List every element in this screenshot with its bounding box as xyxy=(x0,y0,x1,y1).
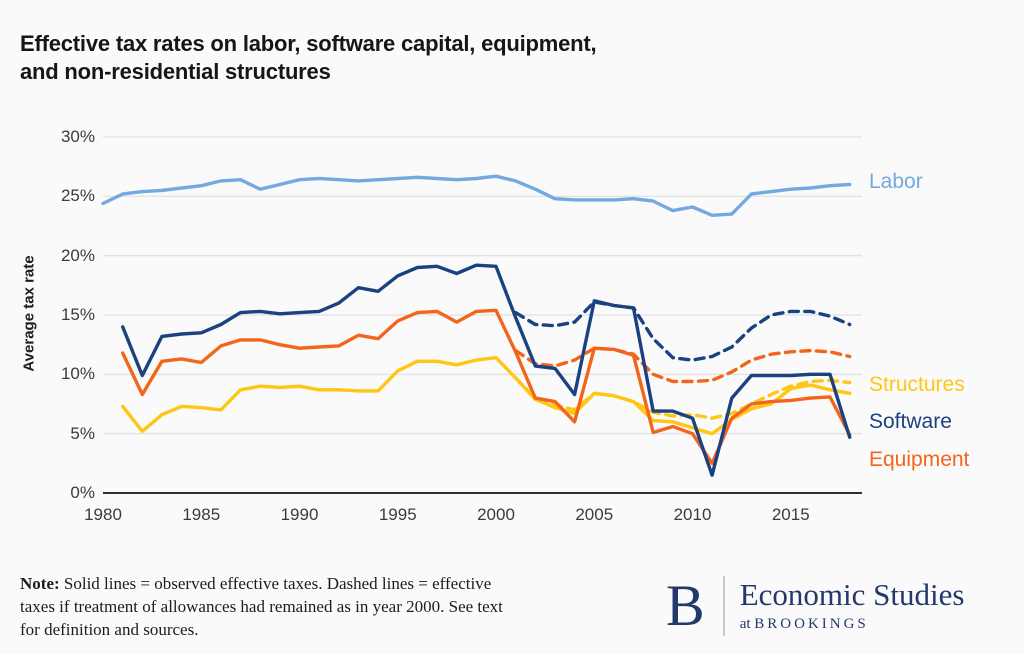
chart-title-line2: and non-residential structures xyxy=(20,59,331,84)
footnote-line3: for definition and sources. xyxy=(20,620,199,639)
footnote-line2: taxes if treatment of allowances had rem… xyxy=(20,597,503,616)
y-tick-label-30%: 30% xyxy=(60,126,95,146)
software-solid-line xyxy=(120,263,852,477)
chart-title-line1: Effective tax rates on labor, software c… xyxy=(20,31,597,56)
labor-line xyxy=(101,174,852,218)
series-label-equipment: Equipment xyxy=(869,448,970,471)
x-tick-label-1980: 1980 xyxy=(84,505,122,524)
software-dashed-line xyxy=(513,300,852,362)
y-tick-label-5%: 5% xyxy=(70,423,95,443)
gridlines xyxy=(103,136,862,435)
y-tick-label-10%: 10% xyxy=(60,364,95,384)
logo-institution: at BROOKINGS xyxy=(739,616,869,632)
x-tick-label-2005: 2005 xyxy=(575,505,614,524)
y-tick-label-15%: 15% xyxy=(60,304,95,324)
x-tick-label-2000: 2000 xyxy=(477,505,515,524)
y-tick-label-20%: 20% xyxy=(60,245,95,265)
x-tick-label-2010: 2010 xyxy=(673,505,712,524)
brookings-logo: B Economic Studies at BROOKINGS xyxy=(666,576,964,636)
series-label-structures: Structures xyxy=(869,373,965,396)
x-tick-label-1995: 1995 xyxy=(378,505,417,524)
logo-institution-caps: BROOKINGS xyxy=(754,616,869,632)
equipment-dashed-line xyxy=(513,346,852,384)
x-tick-label-1985: 1985 xyxy=(182,505,221,524)
series-label-labor: Labor xyxy=(869,170,923,193)
equipment-solid-line xyxy=(120,308,852,465)
data-series xyxy=(101,174,852,477)
logo-text: Economic Studies at BROOKINGS xyxy=(725,579,965,633)
brookings-b-monogram: B xyxy=(666,573,705,638)
series-label-software: Software xyxy=(869,410,952,433)
footnote-line1: Solid lines = observed effective taxes. … xyxy=(59,574,492,593)
y-tick-label-0%: 0% xyxy=(70,483,95,502)
logo-program-name: Economic Studies xyxy=(739,577,965,612)
y-tick-label-25%: 25% xyxy=(60,186,95,206)
footnote: Note: Solid lines = observed effective t… xyxy=(20,572,580,641)
logo-divider xyxy=(722,576,725,636)
x-tick-label-2015: 2015 xyxy=(771,505,810,524)
chart-title: Effective tax rates on labor, software c… xyxy=(20,30,597,86)
x-tick-label-1990: 1990 xyxy=(280,505,319,524)
structures-solid-line xyxy=(120,356,852,436)
footnote-prefix: Note: xyxy=(20,574,60,593)
